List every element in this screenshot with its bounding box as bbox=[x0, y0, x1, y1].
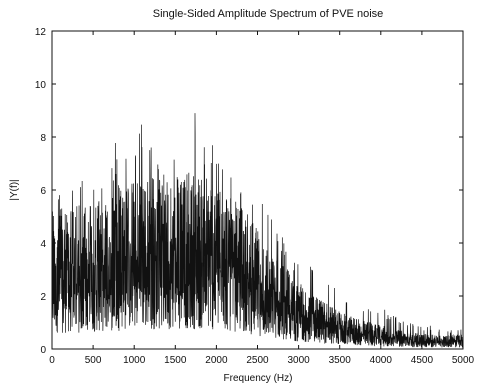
spectrum-trace bbox=[51, 113, 464, 348]
chart-title: Single-Sided Amplitude Spectrum of PVE n… bbox=[153, 8, 384, 20]
x-tick-label: 0 bbox=[49, 355, 55, 366]
y-tick-label: 0 bbox=[40, 345, 46, 356]
x-axis-ticks: 0 500 1000 1500 2000 2500 3000 3500 4000 4500 5000 bbox=[49, 31, 475, 366]
y-tick-label: 6 bbox=[40, 186, 46, 197]
x-tick-label: 1000 bbox=[123, 355, 146, 366]
y-axis-ticks: 0 2 4 6 8 10 12 bbox=[35, 27, 463, 356]
y-tick-label: 4 bbox=[40, 239, 46, 250]
x-tick-label: 1500 bbox=[164, 355, 187, 366]
x-tick-label: 2000 bbox=[205, 355, 228, 366]
x-tick-label: 2500 bbox=[246, 355, 269, 366]
x-tick-label: 4000 bbox=[370, 355, 393, 366]
x-tick-label: 5000 bbox=[452, 355, 475, 366]
y-tick-label: 8 bbox=[40, 133, 46, 144]
x-tick-label: 3000 bbox=[287, 355, 310, 366]
x-axis-label: Frequency (Hz) bbox=[224, 373, 293, 384]
x-tick-label: 500 bbox=[85, 355, 102, 366]
spectrum-line bbox=[51, 113, 464, 348]
y-tick-label: 10 bbox=[35, 80, 47, 91]
y-tick-label: 2 bbox=[40, 292, 46, 303]
x-tick-label: 3500 bbox=[329, 355, 352, 366]
x-tick-label: 4500 bbox=[411, 355, 434, 366]
y-tick-label: 12 bbox=[35, 27, 47, 38]
y-axis-label: |Y(f)| bbox=[9, 179, 20, 200]
